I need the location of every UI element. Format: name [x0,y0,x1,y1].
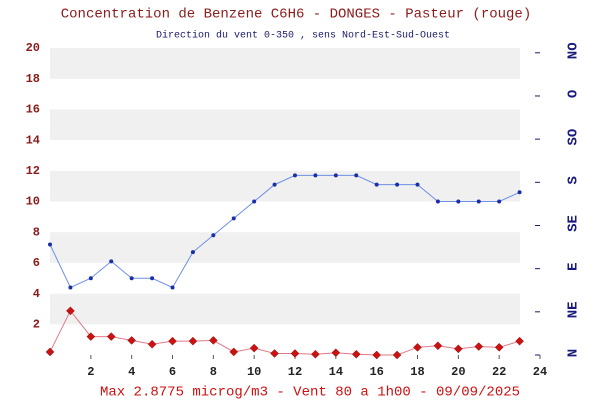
data-point [494,342,504,352]
data-point [435,199,440,204]
data-point [231,216,236,221]
y-tick-label: 20 [26,41,40,55]
data-point [190,250,195,255]
data-point [433,341,443,351]
data-point [211,233,216,238]
x-tick-label: 20 [451,365,465,379]
data-point [311,349,320,359]
y2-tick-label: S [566,176,582,184]
data-point [252,199,257,204]
data-point [88,276,93,281]
data-point [354,173,359,178]
data-point [66,306,75,316]
y2-tick-label: NE [566,301,582,318]
data-point [331,348,341,358]
data-point [517,190,522,195]
x-tick-label: 16 [369,365,383,379]
data-point [293,173,297,178]
data-point [272,182,277,187]
grid-band [50,109,520,141]
data-point [170,285,175,290]
data-point [474,342,484,351]
data-point [68,285,73,290]
data-point [351,349,361,359]
y-tick-label: 2 [33,317,40,331]
grid-band [50,232,520,263]
x-tick-label: 10 [247,365,261,379]
data-point [333,173,338,178]
grid-band [50,48,520,79]
chart-subtitle: Direction du vent 0-350 , sens Nord-Est-… [156,30,450,42]
x-tick-label: 6 [169,365,176,379]
y2-tick-label: E [566,262,582,270]
data-point [45,347,55,357]
y2-tick-label: N [566,349,582,357]
y-tick-label: 6 [33,256,40,270]
data-point [290,349,300,358]
chart-footer: Max 2.8775 microg/m3 - Vent 80 a 1h00 - … [100,385,520,400]
data-point [129,276,134,281]
data-point [147,339,157,349]
data-point [86,332,96,341]
grid-band [50,170,520,202]
y2-tick-label: SO [566,129,582,146]
data-point [229,347,239,357]
data-point [313,173,318,178]
data-point [497,199,502,204]
x-tick-label: 24 [533,365,547,379]
y2-tick-label: SE [566,215,582,232]
x-tick-label: 18 [410,365,424,379]
data-point [48,242,52,247]
data-point [249,343,259,353]
data-point [515,336,524,346]
y2-tick-label: NO [566,42,582,59]
series-line [49,174,520,289]
y-tick-label: 18 [26,72,40,86]
data-point [188,336,198,346]
y-tick-label: 4 [33,287,40,301]
y-tick-label: 8 [33,225,40,239]
data-point [109,259,114,264]
data-point [106,332,116,341]
data-point [413,342,422,352]
x-tick-label: 22 [492,365,506,379]
data-point [395,182,400,187]
x-tick-label: 12 [288,365,302,379]
data-point [415,182,420,187]
y2-tick-label: O [566,90,582,98]
data-point [270,349,279,358]
data-point [456,199,461,204]
data-point [476,199,481,204]
data-point [374,182,379,187]
data-point [392,350,402,360]
x-tick-label: 14 [329,365,343,379]
chart-title: Concentration de Benzene C6H6 - DONGES -… [61,7,531,23]
data-point [150,276,155,281]
x-tick-label: 2 [87,365,94,379]
x-tick-label: 8 [210,365,217,379]
y-tick-label: 10 [26,195,40,209]
y-tick-label: 12 [26,164,40,178]
y-tick-label: 16 [26,103,40,117]
data-point [453,344,463,354]
data-point [127,336,137,345]
data-point [372,350,382,360]
x-tick-label: 4 [128,365,135,379]
y-tick-label: 14 [26,133,40,147]
data-point [208,336,218,345]
data-point [168,336,177,346]
grid-band [50,293,520,325]
